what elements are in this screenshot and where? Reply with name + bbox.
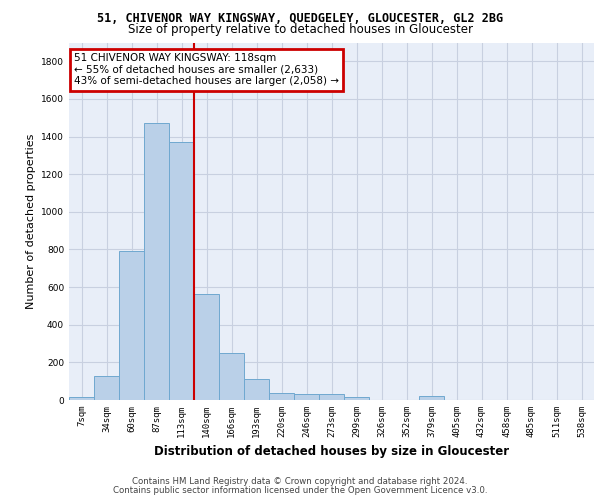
Bar [269, 394, 294, 400]
Bar [94, 376, 119, 400]
Bar [119, 252, 144, 400]
Bar [344, 396, 369, 400]
Bar [319, 394, 344, 400]
Text: 51 CHIVENOR WAY KINGSWAY: 118sqm
← 55% of detached houses are smaller (2,633)
43: 51 CHIVENOR WAY KINGSWAY: 118sqm ← 55% o… [74, 53, 339, 86]
Bar [244, 380, 269, 400]
Bar [194, 294, 219, 400]
Bar [419, 396, 444, 400]
Text: Contains public sector information licensed under the Open Government Licence v3: Contains public sector information licen… [113, 486, 487, 495]
Bar [169, 142, 194, 400]
Bar [219, 353, 244, 400]
Bar [144, 124, 169, 400]
Text: Contains HM Land Registry data © Crown copyright and database right 2024.: Contains HM Land Registry data © Crown c… [132, 477, 468, 486]
Text: Size of property relative to detached houses in Gloucester: Size of property relative to detached ho… [128, 22, 473, 36]
X-axis label: Distribution of detached houses by size in Gloucester: Distribution of detached houses by size … [154, 446, 509, 458]
Text: 51, CHIVENOR WAY KINGSWAY, QUEDGELEY, GLOUCESTER, GL2 2BG: 51, CHIVENOR WAY KINGSWAY, QUEDGELEY, GL… [97, 12, 503, 26]
Bar [69, 397, 94, 400]
Y-axis label: Number of detached properties: Number of detached properties [26, 134, 35, 309]
Bar [294, 394, 319, 400]
